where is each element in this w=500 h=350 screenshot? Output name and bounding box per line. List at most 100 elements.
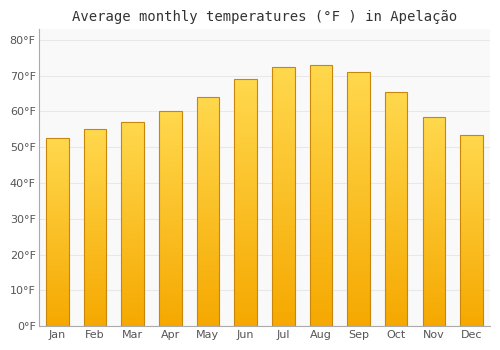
Bar — [310, 218, 332, 219]
Bar — [422, 230, 445, 231]
Bar — [310, 267, 332, 269]
Bar — [159, 132, 182, 133]
Bar — [385, 304, 407, 305]
Bar — [196, 97, 219, 98]
Bar — [159, 218, 182, 219]
Bar — [460, 198, 482, 199]
Bar — [122, 269, 144, 270]
Bar — [422, 304, 445, 305]
Bar — [272, 272, 294, 273]
Bar — [385, 107, 407, 108]
Bar — [385, 285, 407, 286]
Bar — [122, 286, 144, 287]
Bar — [122, 179, 144, 180]
Bar — [422, 148, 445, 149]
Bar — [234, 91, 257, 93]
Bar — [122, 253, 144, 254]
Bar — [122, 173, 144, 174]
Bar — [385, 156, 407, 158]
Bar — [385, 182, 407, 183]
Bar — [46, 296, 68, 297]
Bar — [46, 163, 68, 164]
Bar — [310, 65, 332, 326]
Bar — [385, 288, 407, 290]
Bar — [196, 277, 219, 278]
Bar — [122, 150, 144, 152]
Bar — [196, 128, 219, 129]
Bar — [46, 262, 68, 263]
Bar — [310, 166, 332, 167]
Bar — [272, 217, 294, 218]
Bar — [159, 176, 182, 177]
Bar — [159, 256, 182, 257]
Bar — [122, 132, 144, 133]
Bar — [46, 215, 68, 216]
Bar — [196, 304, 219, 306]
Bar — [46, 275, 68, 276]
Bar — [347, 309, 370, 311]
Bar — [159, 297, 182, 298]
Bar — [196, 166, 219, 167]
Bar — [84, 218, 106, 219]
Bar — [460, 140, 482, 141]
Bar — [272, 317, 294, 318]
Bar — [422, 223, 445, 224]
Bar — [84, 262, 106, 263]
Bar — [272, 265, 294, 266]
Bar — [159, 112, 182, 113]
Bar — [46, 297, 68, 298]
Bar — [122, 212, 144, 213]
Bar — [46, 271, 68, 272]
Bar — [385, 202, 407, 203]
Bar — [385, 272, 407, 273]
Bar — [385, 277, 407, 278]
Bar — [347, 283, 370, 284]
Bar — [347, 199, 370, 200]
Bar — [272, 189, 294, 190]
Bar — [347, 308, 370, 310]
Bar — [460, 160, 482, 161]
Bar — [347, 91, 370, 92]
Bar — [460, 234, 482, 235]
Bar — [234, 315, 257, 316]
Bar — [310, 194, 332, 196]
Bar — [84, 135, 106, 136]
Bar — [159, 151, 182, 152]
Bar — [385, 116, 407, 118]
Bar — [46, 306, 68, 307]
Bar — [460, 159, 482, 160]
Bar — [159, 311, 182, 312]
Bar — [347, 293, 370, 294]
Bar — [422, 277, 445, 278]
Bar — [385, 113, 407, 114]
Bar — [272, 301, 294, 303]
Bar — [310, 211, 332, 212]
Bar — [310, 117, 332, 118]
Bar — [84, 309, 106, 310]
Bar — [310, 188, 332, 189]
Bar — [122, 288, 144, 289]
Bar — [46, 295, 68, 296]
Bar — [460, 242, 482, 243]
Bar — [310, 111, 332, 112]
Bar — [422, 294, 445, 295]
Bar — [234, 226, 257, 228]
Bar — [310, 143, 332, 145]
Bar — [347, 119, 370, 120]
Bar — [272, 305, 294, 307]
Bar — [234, 322, 257, 324]
Bar — [196, 234, 219, 236]
Bar — [310, 275, 332, 276]
Bar — [234, 103, 257, 104]
Bar — [310, 318, 332, 320]
Bar — [310, 205, 332, 206]
Bar — [310, 248, 332, 249]
Bar — [422, 138, 445, 139]
Bar — [159, 163, 182, 164]
Bar — [272, 261, 294, 262]
Bar — [347, 296, 370, 297]
Bar — [234, 305, 257, 306]
Bar — [84, 265, 106, 266]
Bar — [460, 145, 482, 146]
Bar — [422, 233, 445, 234]
